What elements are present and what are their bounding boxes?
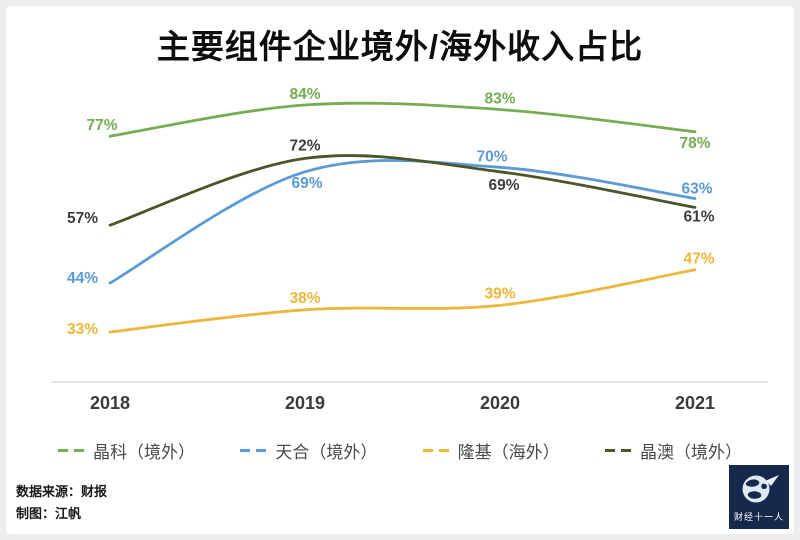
data-label: 78%: [679, 135, 710, 152]
data-label: 63%: [681, 181, 712, 198]
series-line-2: [108, 268, 697, 334]
legend-label: 晶科（境外）: [93, 443, 195, 462]
brand-logo-text: 财经十一人: [733, 512, 784, 522]
data-label: 38%: [289, 290, 320, 307]
data-label: 83%: [484, 91, 515, 108]
legend-item-trina: 天合（境外）: [240, 438, 377, 463]
data-label: 57%: [67, 210, 98, 227]
legend-dash-icon: [422, 449, 449, 452]
data-label: 70%: [476, 148, 507, 165]
chart-title: 主要组件企业境外/海外收入占比: [156, 28, 644, 65]
chart-area: 2018 2019 2020 2021 77% 84% 83% 78% 44% 69% 70% 63%…: [6, 82, 794, 422]
x-axis-label: 2018: [90, 393, 130, 413]
data-label: 84%: [289, 86, 320, 103]
x-axis-label: 2019: [285, 393, 325, 413]
legend-item-jasolar: 晶澳（境外）: [604, 438, 742, 463]
data-label: 77%: [86, 117, 117, 134]
data-label: 47%: [683, 251, 714, 268]
brand-logo: 财经十一人: [729, 465, 789, 529]
globe-plane-icon: [742, 475, 779, 503]
legend-label: 晶澳（境外）: [639, 443, 742, 462]
data-source-line: 数据来源：财报: [16, 484, 108, 500]
data-label: 39%: [484, 285, 515, 302]
chart-legend: 晶科（境外） 天合（境外） 隆基（海外） 晶澳（境外）: [6, 438, 794, 463]
line-chart-svg: 2018 2019 2020 2021 77% 84% 83% 78% 44% 69% 70% 63%…: [52, 86, 768, 413]
x-axis-label: 2020: [480, 393, 520, 413]
legend-label: 隆基（海外）: [457, 443, 560, 462]
data-label: 61%: [683, 208, 714, 225]
series-line-1: [108, 159, 697, 285]
legend-dash-icon: [240, 449, 267, 452]
legend-item-jinko: 晶科（境外）: [58, 438, 195, 463]
chart-author-line: 制图：江帆: [16, 505, 82, 521]
data-label: 69%: [488, 177, 519, 194]
chart-card: 主要组件企业境外/海外收入占比 2018 2019 2020 2021 77% 84% 83…: [6, 6, 794, 534]
series-line-3: [108, 154, 697, 227]
series-line-0: [108, 101, 697, 138]
data-label: 33%: [67, 321, 98, 338]
legend-label: 天合（境外）: [275, 443, 378, 462]
legend-dash-icon: [58, 449, 84, 452]
data-label: 44%: [67, 270, 98, 287]
data-label: 72%: [289, 137, 320, 154]
x-axis-label: 2021: [675, 393, 715, 413]
data-label: 69%: [291, 175, 322, 192]
legend-dash-icon: [604, 449, 631, 452]
source-note: 数据来源：财报 制图：江帆: [16, 481, 107, 524]
legend-item-longi: 隆基（海外）: [422, 438, 560, 463]
